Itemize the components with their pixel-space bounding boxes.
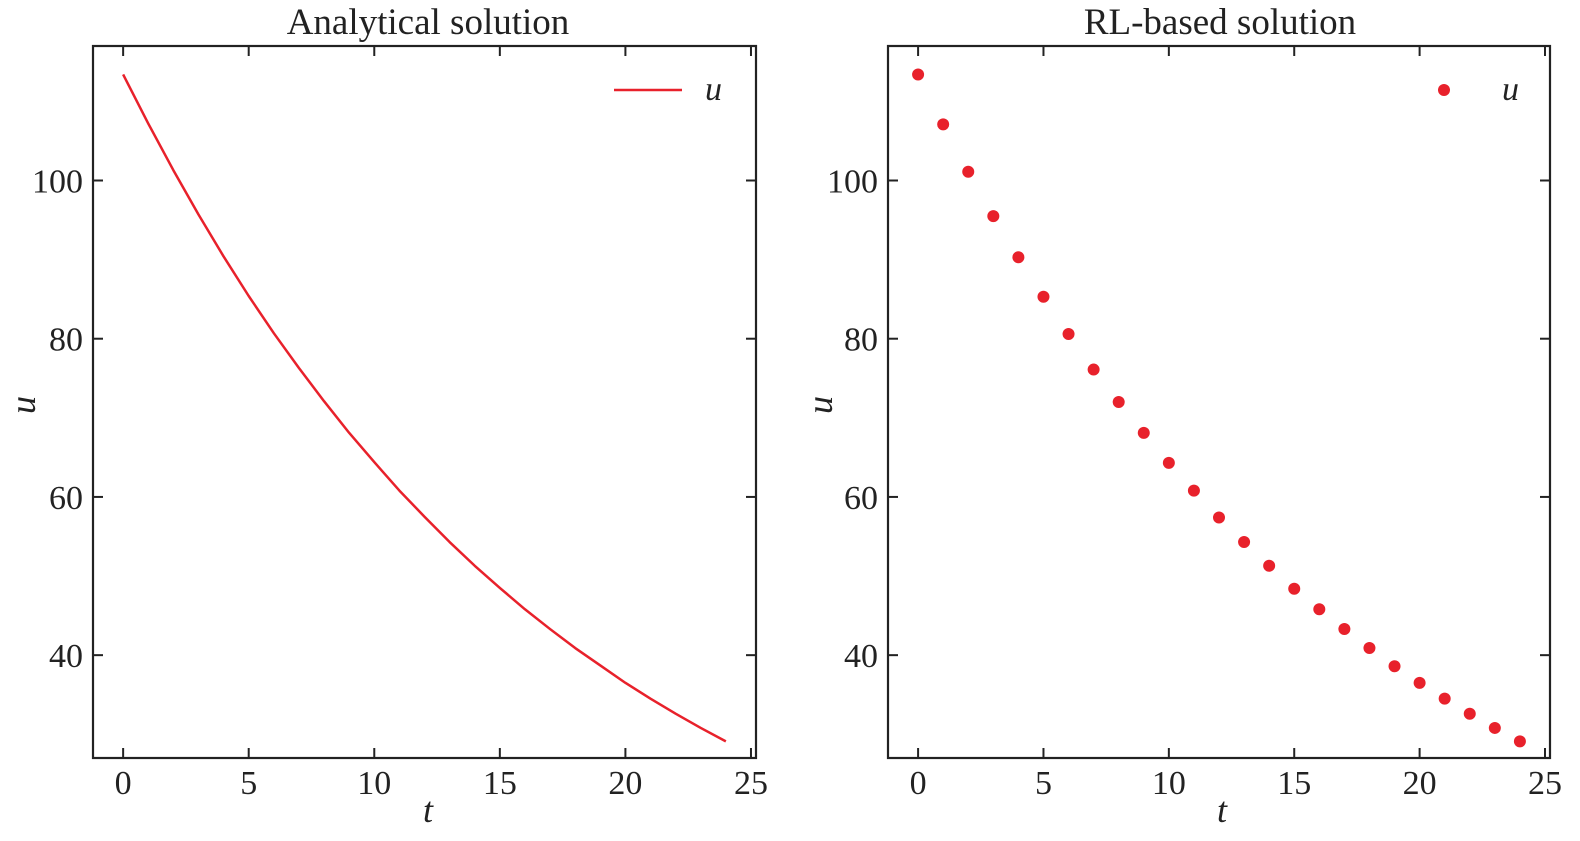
y-tick-label: 100 bbox=[32, 163, 83, 200]
x-tick-labels: 0 5 10 15 20 25 bbox=[115, 765, 768, 802]
data-point bbox=[1112, 396, 1125, 408]
x-axis: 0 5 10 15 20 25 t bbox=[115, 46, 768, 830]
rl-chart: RL-based solution 0 5 10 15 20 25 t 40 6… bbox=[800, 2, 1562, 830]
x-tick-label: 15 bbox=[1277, 765, 1311, 802]
data-point bbox=[1438, 692, 1451, 705]
y-tick-label: 100 bbox=[827, 163, 878, 200]
y-ticks bbox=[888, 179, 1550, 657]
plot-frame bbox=[886, 44, 1552, 760]
y-axis-label: u bbox=[3, 396, 43, 414]
y-axis: 40 60 80 100 u bbox=[3, 163, 756, 675]
legend-marker-swatch bbox=[1438, 84, 1450, 96]
x-tick-labels: 0 5 10 15 20 25 bbox=[910, 765, 1562, 802]
legend-label: u bbox=[1502, 71, 1519, 108]
data-point bbox=[1338, 623, 1351, 636]
chart-title: RL-based solution bbox=[1084, 2, 1356, 43]
x-axis-label: t bbox=[1217, 790, 1228, 830]
data-point bbox=[1463, 707, 1476, 720]
y-ticks bbox=[93, 179, 756, 657]
x-axis-label: t bbox=[423, 790, 434, 830]
y-tick-label: 60 bbox=[844, 480, 878, 517]
x-tick-label: 0 bbox=[910, 765, 927, 802]
data-point bbox=[1313, 603, 1326, 616]
x-tick-label: 25 bbox=[734, 765, 768, 802]
data-point bbox=[987, 210, 1000, 223]
x-tick-label: 5 bbox=[240, 765, 257, 802]
data-point bbox=[1162, 456, 1175, 469]
plot-area bbox=[122, 73, 727, 743]
legend: u bbox=[1438, 71, 1519, 108]
data-point bbox=[962, 165, 975, 178]
data-point bbox=[1263, 559, 1276, 572]
y-tick-label: 80 bbox=[844, 322, 878, 359]
data-point bbox=[1238, 536, 1251, 549]
data-point bbox=[1087, 363, 1100, 376]
y-tick-labels: 40 60 80 100 bbox=[32, 163, 83, 675]
data-point bbox=[1012, 251, 1025, 264]
x-tick-label: 10 bbox=[1152, 765, 1186, 802]
x-tick-label: 20 bbox=[608, 765, 642, 802]
x-tick-label: 25 bbox=[1528, 765, 1562, 802]
x-ticks bbox=[917, 46, 1546, 758]
y-axis: 40 60 80 100 u bbox=[800, 163, 1550, 675]
data-point bbox=[1388, 660, 1401, 673]
x-tick-label: 5 bbox=[1035, 765, 1052, 802]
data-point bbox=[1513, 735, 1526, 748]
y-tick-label: 80 bbox=[49, 322, 83, 359]
legend-label: u bbox=[705, 71, 722, 108]
data-point bbox=[1187, 484, 1200, 497]
y-tick-label: 40 bbox=[49, 638, 83, 675]
y-axis-label: u bbox=[800, 396, 840, 414]
data-point bbox=[1037, 290, 1050, 303]
y-tick-labels: 40 60 80 100 bbox=[827, 163, 878, 675]
x-tick-label: 10 bbox=[357, 765, 391, 802]
x-tick-label: 0 bbox=[115, 765, 132, 802]
data-point bbox=[912, 68, 925, 81]
data-point bbox=[937, 118, 950, 131]
x-tick-label: 20 bbox=[1403, 765, 1437, 802]
chart-title: Analytical solution bbox=[287, 2, 570, 43]
data-point bbox=[1213, 511, 1225, 524]
y-tick-label: 40 bbox=[844, 638, 878, 675]
x-axis: 0 5 10 15 20 25 t bbox=[910, 46, 1562, 830]
series-line bbox=[122, 73, 727, 743]
x-ticks bbox=[122, 46, 752, 758]
y-tick-label: 60 bbox=[49, 480, 83, 517]
data-point bbox=[1363, 642, 1376, 655]
legend: u bbox=[614, 71, 722, 108]
data-point bbox=[1288, 582, 1301, 595]
analytical-chart: Analytical solution 0 5 10 15 20 25 t 40… bbox=[3, 2, 768, 830]
data-point bbox=[1062, 327, 1075, 340]
data-point bbox=[1413, 676, 1426, 689]
plot-area bbox=[912, 68, 1526, 748]
plot-frame bbox=[91, 44, 758, 760]
data-point bbox=[1137, 426, 1150, 439]
data-point bbox=[1488, 721, 1501, 734]
x-tick-label: 15 bbox=[483, 765, 517, 802]
